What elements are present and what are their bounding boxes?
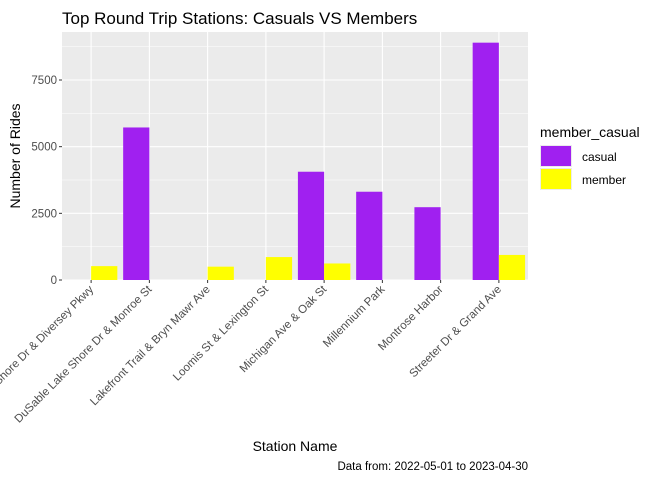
bar-casual-7 <box>414 207 441 280</box>
legend-swatch-member <box>541 169 571 189</box>
bar-member-4 <box>265 257 293 280</box>
bars <box>91 42 526 280</box>
y-axis-ticks: 0 2500 5000 7500 <box>31 75 62 287</box>
y-tick-label: 5000 <box>31 142 57 154</box>
legend-swatch-casual <box>541 146 571 166</box>
y-tick-label: 2500 <box>31 208 57 220</box>
legend-title: member_casual <box>540 124 640 140</box>
legend-label-member: member <box>582 173 626 187</box>
x-tick-label: Millennium Park <box>321 283 388 350</box>
x-tick-label: Lakefront Trail & Bryn Mawr Ave <box>88 284 212 408</box>
legend-label-casual: casual <box>582 150 617 164</box>
bar-member-5 <box>324 263 351 280</box>
bar-casual-6 <box>356 191 383 280</box>
bar-member-3 <box>207 266 234 280</box>
bar-member-1 <box>91 266 118 280</box>
x-axis-label: Station Name <box>253 438 338 454</box>
y-tick-label: 0 <box>51 275 57 287</box>
legend: member_casual casual member <box>540 124 640 190</box>
bar-casual-2 <box>123 127 150 280</box>
y-tick-label: 7500 <box>31 75 57 87</box>
x-tick-label: Loomis St & Lexington St <box>171 283 271 383</box>
x-axis-ticks: DuSable Lake Shore Dr & Diversey PkwyDuS… <box>0 280 504 441</box>
bar-casual-8 <box>472 42 499 280</box>
caption: Data from: 2022-05-01 to 2023-04-30 <box>337 461 528 473</box>
chart-title: Top Round Trip Stations: Casuals VS Memb… <box>62 9 417 28</box>
y-axis-label: Number of Rides <box>7 103 23 208</box>
bar-casual-5 <box>297 171 325 280</box>
bar-member-8 <box>498 254 526 280</box>
